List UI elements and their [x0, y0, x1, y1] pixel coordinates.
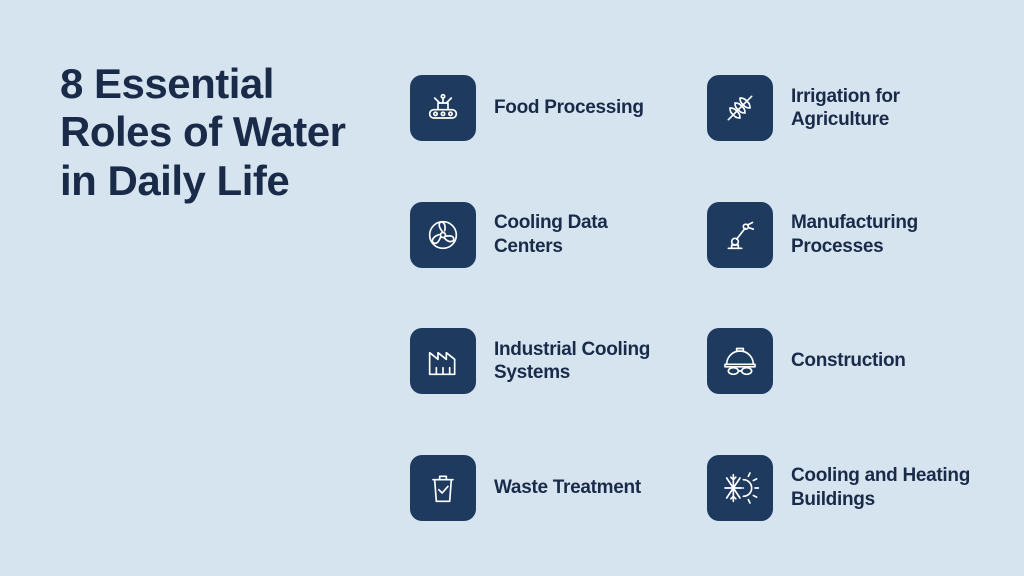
- trash-icon: [410, 455, 476, 521]
- infographic-container: 8 Essential Roles of Water in Daily Life…: [0, 0, 1024, 576]
- item-label: Irrigation for Agriculture: [791, 85, 974, 133]
- item-label: Construction: [791, 349, 906, 373]
- snow-sun-icon: [707, 455, 773, 521]
- item-label: Industrial Cooling Systems: [494, 338, 677, 386]
- item-label: Manufacturing Processes: [791, 211, 974, 259]
- fan-icon: [410, 202, 476, 268]
- list-item: Construction: [707, 313, 974, 410]
- page-title: 8 Essential Roles of Water in Daily Life: [60, 60, 390, 205]
- factory-icon: [410, 328, 476, 394]
- title-column: 8 Essential Roles of Water in Daily Life: [60, 60, 390, 536]
- item-label: Waste Treatment: [494, 476, 641, 500]
- list-item: Cooling Data Centers: [410, 187, 677, 284]
- item-label: Cooling and Heating Buildings: [791, 464, 974, 512]
- list-item: Cooling and Heating Buildings: [707, 440, 974, 537]
- list-item: Industrial Cooling Systems: [410, 313, 677, 410]
- robot-arm-icon: [707, 202, 773, 268]
- hardhat-icon: [707, 328, 773, 394]
- list-item: Irrigation for Agriculture: [707, 60, 974, 157]
- list-item: Waste Treatment: [410, 440, 677, 537]
- item-label: Food Processing: [494, 96, 644, 120]
- list-item: Food Processing: [410, 60, 677, 157]
- item-label: Cooling Data Centers: [494, 211, 677, 259]
- conveyor-icon: [410, 75, 476, 141]
- list-item: Manufacturing Processes: [707, 187, 974, 284]
- wheat-icon: [707, 75, 773, 141]
- items-grid: Food Processing Irrigation for Agricultu…: [390, 60, 974, 536]
